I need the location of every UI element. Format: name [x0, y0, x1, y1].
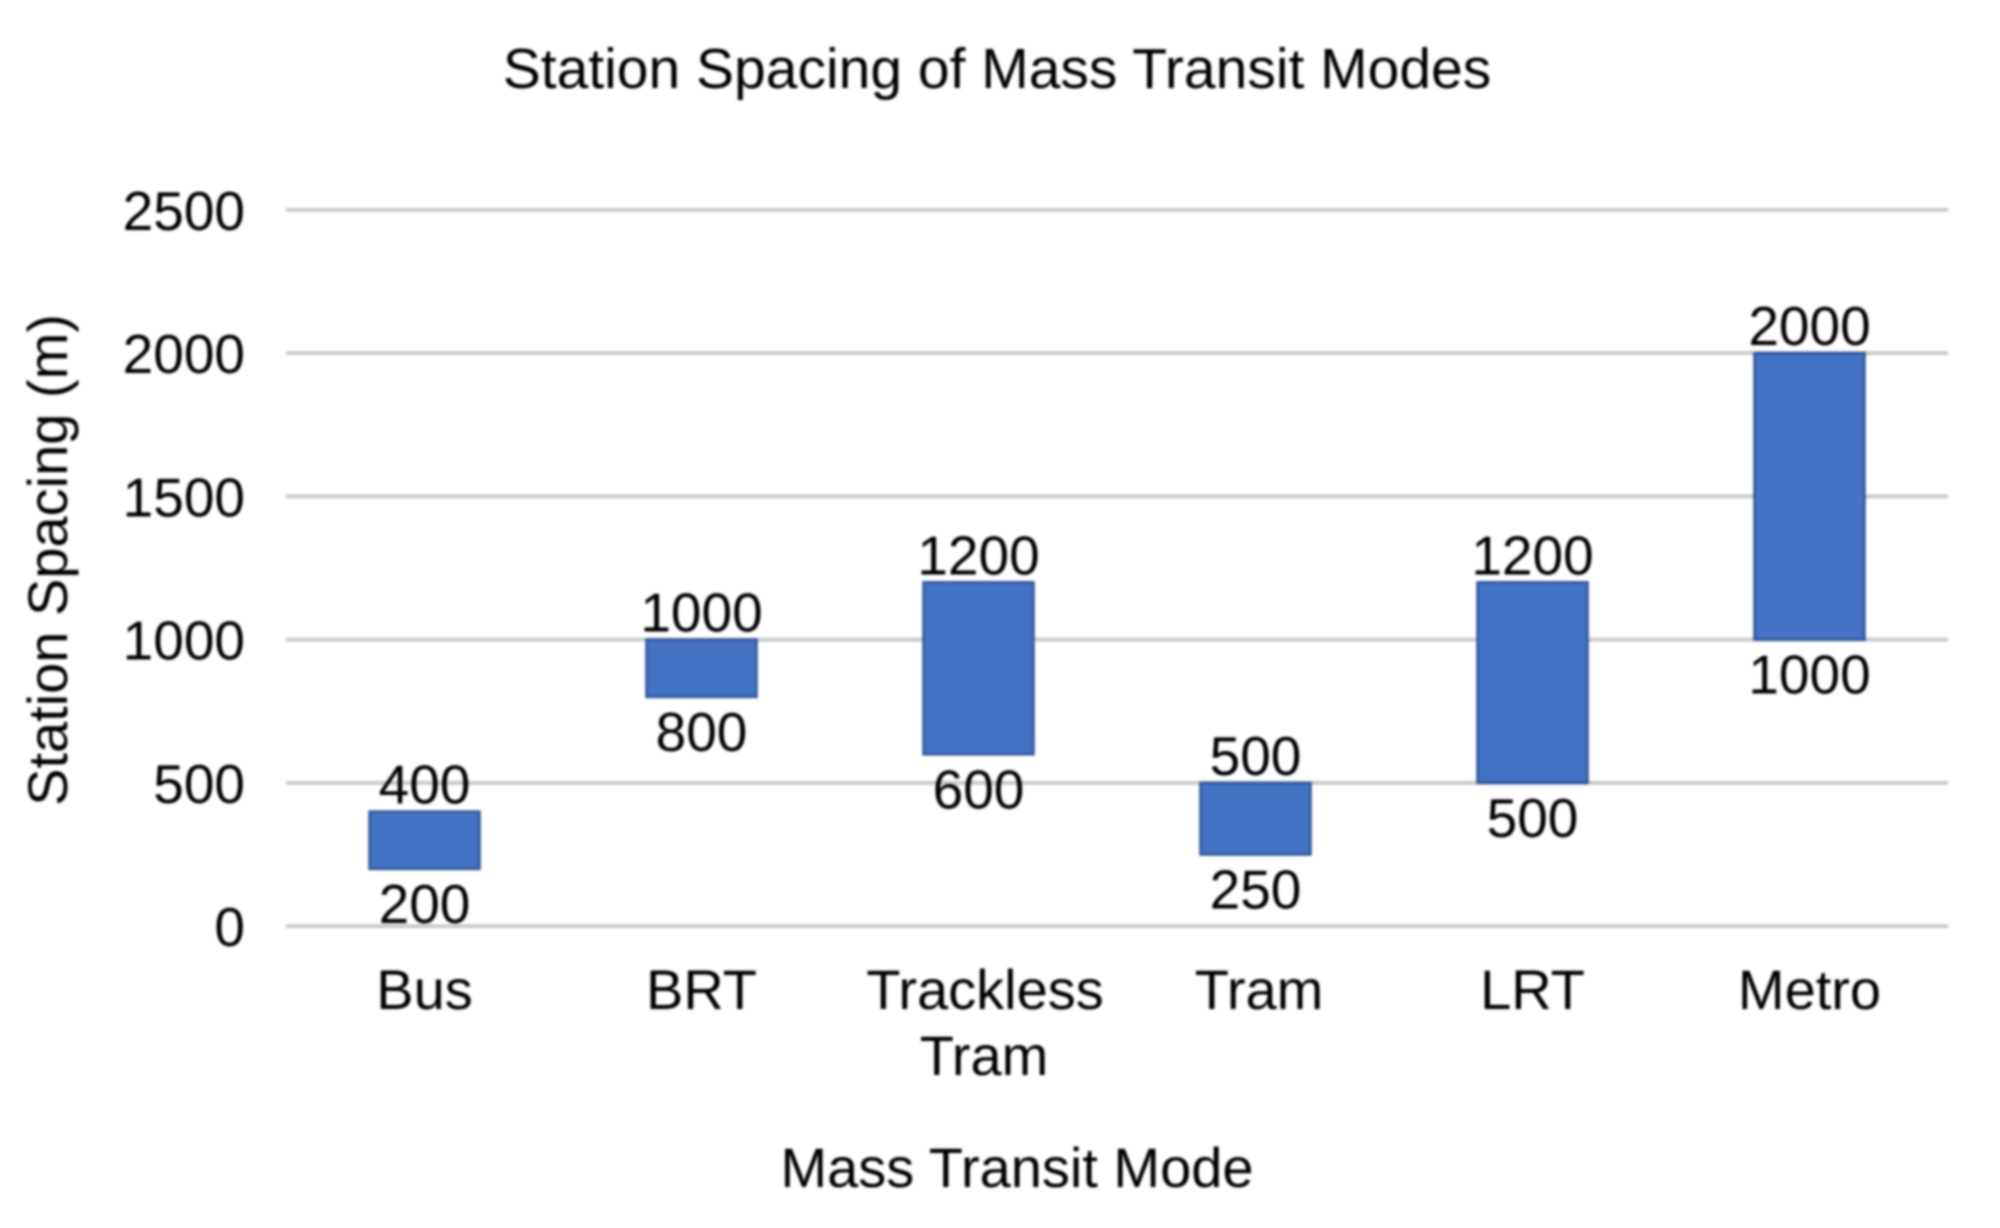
svg-text:1000: 1000: [1748, 644, 1870, 706]
svg-text:Metro: Metro: [1738, 958, 1881, 1021]
svg-text:2000: 2000: [123, 323, 245, 385]
svg-text:1500: 1500: [123, 466, 245, 528]
svg-text:Trackless: Trackless: [866, 958, 1104, 1021]
svg-text:500: 500: [1487, 787, 1579, 849]
svg-text:2000: 2000: [1748, 295, 1870, 357]
svg-text:1200: 1200: [917, 524, 1039, 586]
svg-text:800: 800: [656, 701, 748, 763]
svg-text:Mass Transit Mode: Mass Transit Mode: [780, 1136, 1253, 1199]
svg-text:1000: 1000: [123, 610, 245, 672]
svg-text:BRT: BRT: [646, 958, 757, 1021]
svg-text:Tram: Tram: [1195, 958, 1324, 1021]
svg-text:600: 600: [933, 758, 1025, 820]
svg-text:400: 400: [379, 754, 471, 816]
svg-text:Tram: Tram: [920, 1024, 1049, 1087]
svg-text:250: 250: [1210, 859, 1302, 921]
svg-text:500: 500: [1210, 725, 1302, 787]
svg-text:500: 500: [153, 753, 245, 815]
svg-text:0: 0: [214, 896, 245, 958]
svg-text:2500: 2500: [123, 180, 245, 242]
svg-text:LRT: LRT: [1480, 958, 1585, 1021]
svg-text:1000: 1000: [640, 582, 762, 644]
svg-text:Station Spacing (m): Station Spacing (m): [16, 314, 79, 806]
svg-text:Bus: Bus: [376, 958, 473, 1021]
svg-text:1200: 1200: [1471, 524, 1593, 586]
svg-text:200: 200: [379, 873, 471, 935]
svg-text:Station Spacing of Mass Transi: Station Spacing of Mass Transit Modes: [503, 37, 1491, 101]
